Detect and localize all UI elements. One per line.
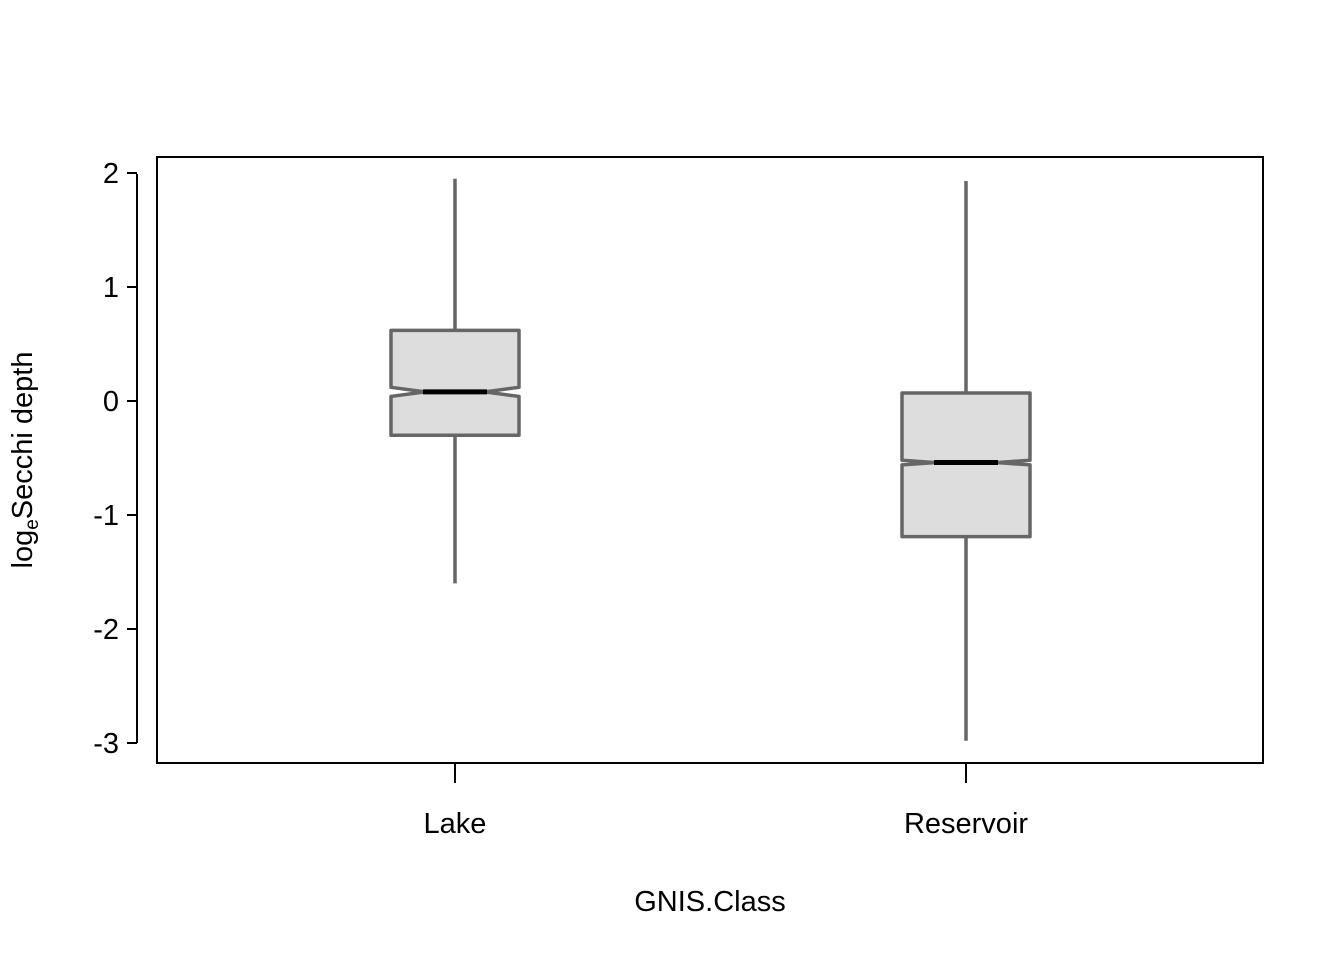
x-tick-label: Lake (424, 808, 487, 840)
x-axis-title: GNIS.Class (634, 886, 785, 918)
x-tick-label: Reservoir (904, 808, 1028, 840)
y-tick-label: 1 (103, 272, 119, 304)
y-axis-title-rest: Secchi depth (7, 352, 39, 520)
boxes (389, 178, 1032, 741)
y-axis: 2 1 0 -1 -2 -3 (93, 158, 138, 760)
box-body (389, 328, 521, 437)
y-axis-title: logeSecchi depth (7, 352, 43, 569)
y-tick-label: 2 (103, 158, 119, 190)
y-axis-title-subscript: e (22, 519, 43, 530)
y-tick-label: -2 (93, 614, 119, 646)
y-axis-title-log: log (7, 530, 39, 569)
box-lake (389, 178, 521, 584)
y-tick-label: 0 (103, 386, 119, 418)
y-tick-label: -3 (93, 728, 119, 760)
box-reservoir (900, 180, 1032, 741)
y-tick-label: -1 (93, 500, 119, 532)
x-axis: Lake Reservoir (424, 763, 1028, 840)
plot-frame (156, 156, 1264, 764)
